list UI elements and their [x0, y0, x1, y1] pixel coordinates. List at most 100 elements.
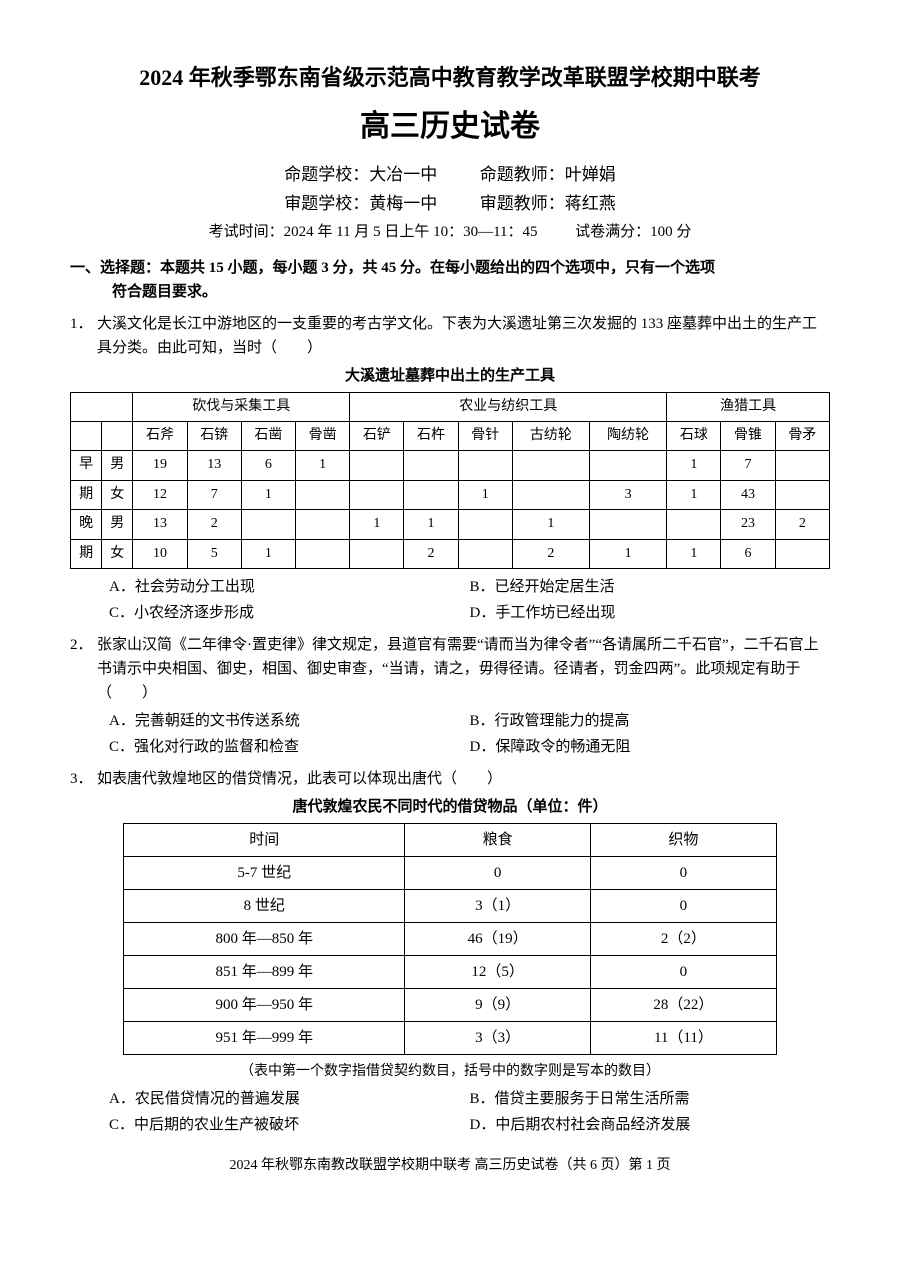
q1-option-b: B．已经开始定居生活: [470, 575, 831, 599]
q1-r3-sex: 女: [102, 539, 133, 568]
cell: 0: [405, 856, 591, 889]
q3-table: 时间 粮食 织物 5-7 世纪 0 0 8 世纪 3（1） 0 800 年—85…: [123, 823, 777, 1055]
cell: 6: [241, 451, 295, 480]
cell: 43: [721, 480, 775, 509]
cell: 851 年—899 年: [124, 955, 405, 988]
cell: [775, 480, 829, 509]
cell: 11（11）: [591, 1021, 777, 1054]
q1-th-group2: 农业与纺织工具: [350, 392, 667, 421]
table-row: 5-7 世纪 0 0: [124, 856, 777, 889]
q1-r2-sex: 男: [102, 510, 133, 539]
table-row: 石斧 石锛 石凿 骨凿 石铲 石杵 骨针 古纺轮 陶纺轮 石球 骨锥 骨矛: [71, 421, 830, 450]
q1-col-1: [102, 421, 133, 450]
q1-col-10: 陶纺轮: [590, 421, 667, 450]
q1-col-7: 石杵: [404, 421, 458, 450]
reviewer-line: 审题学校：黄梅一中 审题教师：蒋红燕: [70, 190, 830, 217]
cell: 6: [721, 539, 775, 568]
q2-num: 2．: [70, 633, 97, 657]
title-main: 2024 年秋季鄂东南省级示范高中教育教学改革联盟学校期中联考: [70, 60, 830, 95]
cell: 13: [133, 510, 187, 539]
q1-option-a: A．社会劳动分工出现: [109, 575, 470, 599]
cell: [458, 510, 512, 539]
cell: [458, 451, 512, 480]
q1-r3-period: 期: [71, 539, 102, 568]
cell: [512, 480, 589, 509]
cell: 19: [133, 451, 187, 480]
q1-r2-period: 晚: [71, 510, 102, 539]
table-row: 951 年—999 年 3（3） 11（11）: [124, 1021, 777, 1054]
cell: 1: [458, 480, 512, 509]
cell: 0: [591, 955, 777, 988]
question-3: 3．如表唐代敦煌地区的借贷情况，此表可以体现出唐代（ ） 唐代敦煌农民不同时代的…: [70, 767, 830, 1137]
q1-col-2: 石斧: [133, 421, 187, 450]
table-row: 砍伐与采集工具 农业与纺织工具 渔猎工具: [71, 392, 830, 421]
reviewer-school: 黄梅一中: [369, 194, 437, 213]
q2-option-b: B．行政管理能力的提高: [470, 709, 831, 733]
table-row: 期 女 12 7 1 1 3 1 43: [71, 480, 830, 509]
cell: [296, 539, 350, 568]
exam-time: 2024 年 11 月 5 日上午 10：30—11：45: [284, 224, 538, 240]
cell: 1: [241, 539, 295, 568]
q2-stem: 2．张家山汉简《二年律令·置吏律》律文规定，县道官有需要“请而当为律令者”“各请…: [70, 633, 830, 705]
table-row: 晚 男 13 2 1 1 1 23 2: [71, 510, 830, 539]
proposer-teacher-label: 命题教师：: [480, 165, 565, 184]
q2-option-c: C．强化对行政的监督和检查: [109, 735, 470, 759]
cell: 5: [187, 539, 241, 568]
q2-options: A．完善朝廷的文书传送系统 B．行政管理能力的提高 C．强化对行政的监督和检查 …: [70, 709, 830, 759]
q1-col-12: 骨锥: [721, 421, 775, 450]
cell: 0: [591, 889, 777, 922]
q3-num: 3．: [70, 767, 97, 791]
table-row: 时间 粮食 织物: [124, 823, 777, 856]
cell: 3（3）: [405, 1021, 591, 1054]
q3-table-caption: 唐代敦煌农民不同时代的借贷物品（单位：件）: [70, 795, 830, 819]
q3-table-note: （表中第一个数字指借贷契约数目，括号中的数字则是写本的数目）: [70, 1061, 830, 1083]
table-row: 8 世纪 3（1） 0: [124, 889, 777, 922]
cell: 900 年—950 年: [124, 988, 405, 1021]
q1-option-c: C．小农经济逐步形成: [109, 601, 470, 625]
cell: [590, 510, 667, 539]
cell: [404, 480, 458, 509]
exam-info: 考试时间：2024 年 11 月 5 日上午 10：30—11：45 试卷满分：…: [70, 220, 830, 244]
cell: [775, 451, 829, 480]
q1-r0-period: 早: [71, 451, 102, 480]
table-row: 800 年—850 年 46（19） 2（2）: [124, 922, 777, 955]
cell: 5-7 世纪: [124, 856, 405, 889]
cell: [241, 510, 295, 539]
cell: 2: [512, 539, 589, 568]
cell: 1: [667, 451, 721, 480]
cell: 1: [590, 539, 667, 568]
cell: 2: [404, 539, 458, 568]
q1-col-5: 骨凿: [296, 421, 350, 450]
q2-option-a: A．完善朝廷的文书传送系统: [109, 709, 470, 733]
q1-col-11: 石球: [667, 421, 721, 450]
q2-text: 张家山汉简《二年律令·置吏律》律文规定，县道官有需要“请而当为律令者”“各请属所…: [97, 637, 819, 701]
q1-col-4: 石凿: [241, 421, 295, 450]
q1-num: 1．: [70, 312, 97, 336]
cell: [775, 539, 829, 568]
cell: 12（5）: [405, 955, 591, 988]
q1-option-d: D．手工作坊已经出现: [470, 601, 831, 625]
cell: 2: [775, 510, 829, 539]
title-sub: 高三历史试卷: [70, 103, 830, 151]
cell: 3: [590, 480, 667, 509]
full-score-label: 试卷满分：: [575, 224, 650, 240]
q1-col-9: 古纺轮: [512, 421, 589, 450]
cell: [296, 510, 350, 539]
cell: 0: [591, 856, 777, 889]
table-row: 900 年—950 年 9（9） 28（22）: [124, 988, 777, 1021]
cell: 2: [187, 510, 241, 539]
cell: 46（19）: [405, 922, 591, 955]
section-1-heading-l2: 符合题目要求。: [70, 280, 830, 304]
q1-th-blank: [71, 392, 133, 421]
cell: 3（1）: [405, 889, 591, 922]
q3-col-1: 粮食: [405, 823, 591, 856]
q1-r0-sex: 男: [102, 451, 133, 480]
cell: [296, 480, 350, 509]
cell: 13: [187, 451, 241, 480]
cell: [350, 451, 404, 480]
cell: 1: [512, 510, 589, 539]
q1-options: A．社会劳动分工出现 B．已经开始定居生活 C．小农经济逐步形成 D．手工作坊已…: [70, 575, 830, 625]
question-2: 2．张家山汉简《二年律令·置吏律》律文规定，县道官有需要“请而当为律令者”“各请…: [70, 633, 830, 759]
reviewer-school-label: 审题学校：: [284, 194, 369, 213]
q1-stem: 1．大溪文化是长江中游地区的一支重要的考古学文化。下表为大溪遗址第三次发掘的 1…: [70, 312, 830, 360]
